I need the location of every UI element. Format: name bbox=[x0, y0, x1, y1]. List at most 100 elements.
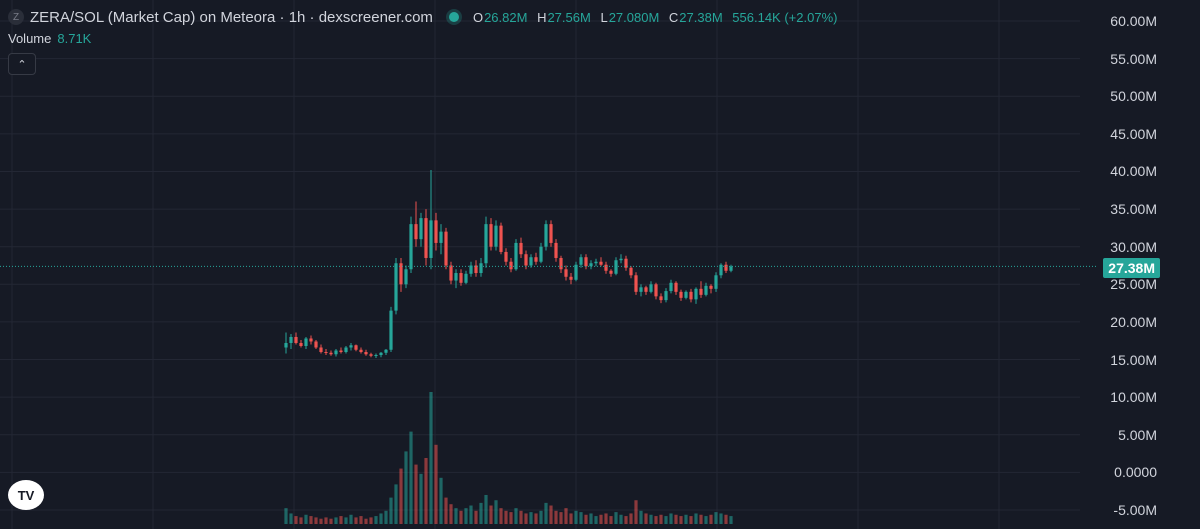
candle-body bbox=[409, 224, 413, 270]
volume-bar bbox=[409, 431, 413, 524]
candle-body bbox=[714, 275, 718, 289]
volume-bar bbox=[524, 513, 528, 524]
volume-bar bbox=[634, 500, 638, 524]
volume-bar bbox=[674, 514, 678, 524]
candle-body bbox=[654, 284, 658, 297]
open-value: 26.82M bbox=[484, 9, 528, 25]
volume-bar bbox=[684, 514, 688, 524]
volume-bar bbox=[379, 513, 383, 524]
candle-body bbox=[689, 291, 693, 300]
candle-body bbox=[674, 282, 678, 292]
candle-body bbox=[464, 273, 468, 283]
candle-body bbox=[439, 231, 443, 243]
price-tick-label: 5.00M bbox=[1118, 426, 1157, 443]
candle-body bbox=[639, 287, 643, 292]
candle-body bbox=[324, 352, 328, 354]
collapse-legend-button[interactable]: ⌃ bbox=[8, 53, 36, 75]
volume-bar bbox=[679, 516, 683, 524]
candle-body bbox=[499, 225, 503, 252]
candle-body bbox=[579, 257, 583, 265]
candle-body bbox=[379, 352, 383, 356]
candle-body bbox=[554, 242, 558, 258]
volume-bar bbox=[414, 464, 418, 524]
candle-body bbox=[304, 338, 308, 346]
candle-body bbox=[444, 231, 448, 266]
price-tick-label: 20.00M bbox=[1110, 313, 1157, 330]
candle-body bbox=[404, 269, 408, 285]
candle-body bbox=[549, 224, 553, 243]
candle-body bbox=[474, 265, 478, 274]
volume-bar bbox=[689, 516, 693, 524]
candle-body bbox=[729, 266, 733, 271]
candle-body bbox=[449, 265, 453, 281]
candle-body bbox=[589, 263, 593, 267]
candle-body bbox=[309, 338, 313, 342]
volume-bar bbox=[669, 513, 673, 524]
candle-body bbox=[514, 242, 518, 270]
volume-bar bbox=[554, 510, 558, 524]
volume-bar bbox=[329, 518, 333, 524]
open-label: O bbox=[472, 9, 484, 25]
candle-body bbox=[564, 269, 568, 277]
candle-body bbox=[284, 342, 288, 348]
volume-bar bbox=[434, 444, 438, 524]
volume-label: Volume bbox=[8, 31, 52, 46]
candle-body bbox=[609, 270, 613, 274]
candle-body bbox=[364, 352, 368, 355]
candle-body bbox=[394, 263, 398, 311]
price-tick-label: 55.00M bbox=[1110, 50, 1157, 67]
candle-body bbox=[604, 264, 608, 271]
price-tick-label: 40.00M bbox=[1110, 163, 1157, 180]
volume-bar bbox=[319, 518, 323, 524]
candle-body bbox=[694, 288, 698, 300]
volume-bar bbox=[354, 517, 358, 524]
volume-bar bbox=[564, 508, 568, 524]
candle-body bbox=[504, 251, 508, 262]
volume-bar bbox=[534, 513, 538, 524]
tradingview-logo[interactable]: TV bbox=[8, 480, 44, 510]
candle-body bbox=[509, 261, 513, 270]
candle-body bbox=[524, 254, 528, 266]
volume-bar bbox=[314, 517, 318, 524]
volume-bar bbox=[714, 512, 718, 524]
volume-bar bbox=[284, 508, 288, 524]
volume-bar bbox=[514, 508, 518, 524]
volume-bar bbox=[504, 510, 508, 524]
high-label: H bbox=[537, 9, 547, 25]
volume-bar bbox=[399, 468, 403, 524]
volume-bar bbox=[699, 514, 703, 524]
volume-bar bbox=[479, 502, 483, 524]
candle-body bbox=[719, 264, 723, 276]
volume-bar bbox=[304, 514, 308, 524]
volume-bar bbox=[579, 512, 583, 524]
volume-bar bbox=[624, 516, 628, 524]
candle-body bbox=[489, 224, 493, 247]
volume-bar bbox=[729, 516, 733, 524]
candle-body bbox=[709, 285, 713, 289]
volume-bar bbox=[694, 513, 698, 524]
volume-bar bbox=[614, 512, 618, 524]
candle-body bbox=[599, 261, 603, 265]
volume-bar bbox=[389, 497, 393, 524]
high-value: 27.56M bbox=[547, 9, 591, 25]
volume-bar bbox=[599, 514, 603, 524]
candle-body bbox=[429, 220, 433, 258]
price-tick-label: 10.00M bbox=[1110, 389, 1157, 406]
candle-body bbox=[634, 275, 638, 292]
candle-body bbox=[389, 310, 393, 350]
volume-bar bbox=[324, 517, 328, 524]
volume-bar bbox=[309, 516, 313, 524]
candle-body bbox=[359, 349, 363, 353]
candle-body bbox=[294, 336, 298, 343]
volume-bar bbox=[339, 516, 343, 524]
volume-bar bbox=[644, 513, 648, 524]
candle-body bbox=[649, 284, 653, 292]
volume-bar bbox=[709, 514, 713, 524]
candle-body bbox=[289, 336, 293, 343]
volume-bar bbox=[589, 513, 593, 524]
market-status-icon bbox=[448, 12, 459, 22]
candle-body bbox=[569, 276, 573, 280]
volume-bar bbox=[609, 516, 613, 524]
volume-bar bbox=[569, 513, 573, 524]
